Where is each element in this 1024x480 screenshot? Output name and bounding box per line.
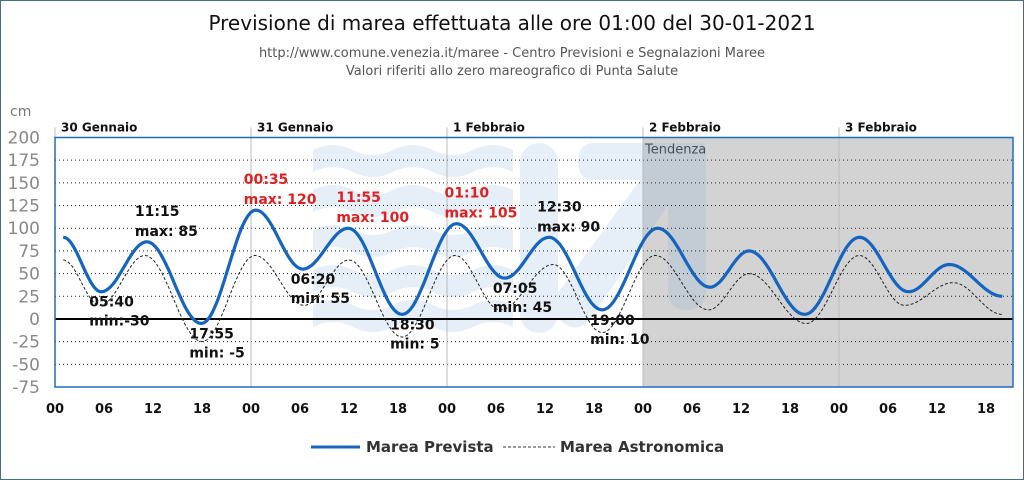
annotation-value: max: 90: [537, 219, 600, 235]
annotation-value: min: 45: [493, 300, 552, 316]
y-tick-label: -50: [12, 355, 40, 375]
plot-border: [54, 136, 1014, 388]
day-label: 1 Febbraio: [453, 121, 525, 135]
x-tick-label: 18: [585, 402, 603, 417]
legend-label-prevista: Marea Prevista: [366, 438, 494, 456]
y-tick-label: 75: [18, 242, 40, 262]
x-tick-label: 00: [634, 402, 652, 417]
x-tick-label: 00: [830, 402, 848, 417]
x-tick-label: 06: [487, 402, 505, 417]
day-label: 2 Febbraio: [649, 121, 721, 135]
trend-background: [643, 137, 1013, 387]
legend: Marea Prevista Marea Astronomica: [311, 438, 724, 456]
chart-title: Previsione di marea effettuata alle ore …: [208, 11, 815, 35]
annotation-time: 12:30: [537, 199, 582, 215]
y-axis-label: cm: [10, 104, 31, 120]
day-label: 3 Febbraio: [845, 121, 917, 135]
trend-region: Tendenza: [643, 137, 1013, 387]
annotation-time: 01:10: [445, 186, 490, 202]
day-label: 30 Gennaio: [61, 121, 137, 135]
x-tick-label: 00: [46, 402, 64, 417]
y-tick-label: 0: [29, 310, 40, 330]
trend-label: Tendenza: [644, 143, 706, 158]
x-tick-label: 06: [683, 402, 701, 417]
series-line-marea-astronomica: [63, 254, 1003, 343]
x-tick-label: 06: [95, 402, 113, 417]
chart-subtitle-1: http://www.comune.venezia.it/maree - Cen…: [259, 46, 765, 61]
watermark-logo: [313, 143, 706, 333]
y-tick-label: 125: [8, 197, 40, 217]
x-tick-label: 12: [928, 402, 946, 417]
x-tick-label: 18: [389, 402, 407, 417]
series-layer: [62, 208, 1003, 343]
annotation-time: 07:05: [493, 281, 538, 297]
y-tick-label: 200: [8, 129, 40, 149]
annotation-time: 05:40: [89, 295, 134, 311]
annotation-value: max: 100: [336, 210, 409, 226]
annotation-value: min: 5: [390, 336, 440, 352]
annotation-time: 19:00: [590, 313, 635, 329]
y-tick-label: -75: [12, 378, 40, 398]
x-tick-label: 00: [242, 402, 260, 417]
y-tick-label: 175: [8, 151, 40, 171]
annotation-value: max: 120: [244, 192, 317, 208]
y-tick-label: 100: [8, 219, 40, 239]
annotation-value: min: 10: [590, 332, 650, 348]
annotation-value: min:-30: [89, 314, 150, 330]
annotation-value: max: 105: [445, 206, 518, 222]
annotations: 05:40 min:-30 11:15 max: 85 17:55 min: -5 00:3…: [89, 172, 649, 361]
annotation-value: max: 85: [135, 224, 198, 240]
x-tick-label: 12: [144, 402, 162, 417]
y-tick-label: 25: [18, 287, 40, 307]
annotation-value: min: 55: [291, 291, 350, 307]
x-tick-label: 06: [879, 402, 897, 417]
annotation-time: 18:30: [390, 317, 435, 333]
y-tick-label: -25: [12, 333, 40, 353]
day-label: 31 Gennaio: [257, 121, 333, 135]
annotation-time: 06:20: [291, 272, 336, 288]
annotation-time: 17:55: [189, 326, 234, 342]
annotation-time: 00:35: [244, 172, 289, 188]
y-tick-label: 50: [18, 265, 40, 285]
chart-subtitle-2: Valori riferiti allo zero mareografico d…: [346, 64, 678, 79]
annotation-time: 11:55: [336, 190, 381, 206]
y-tick-label: 150: [8, 174, 40, 194]
x-tick-label: 06: [291, 402, 309, 417]
x-tick-label: 18: [977, 402, 995, 417]
x-tick-label: 00: [438, 402, 456, 417]
x-tick-label: 12: [536, 402, 554, 417]
annotation-value: min: -5: [189, 345, 244, 361]
x-tick-label: 12: [340, 402, 358, 417]
annotation-time: 11:15: [135, 204, 180, 220]
series-line-marea-prevista: [62, 208, 1003, 326]
x-tick-label: 12: [732, 402, 750, 417]
legend-label-astronomica: Marea Astronomica: [560, 438, 724, 456]
x-tick-label: 18: [781, 402, 799, 417]
x-tick-label: 18: [193, 402, 211, 417]
